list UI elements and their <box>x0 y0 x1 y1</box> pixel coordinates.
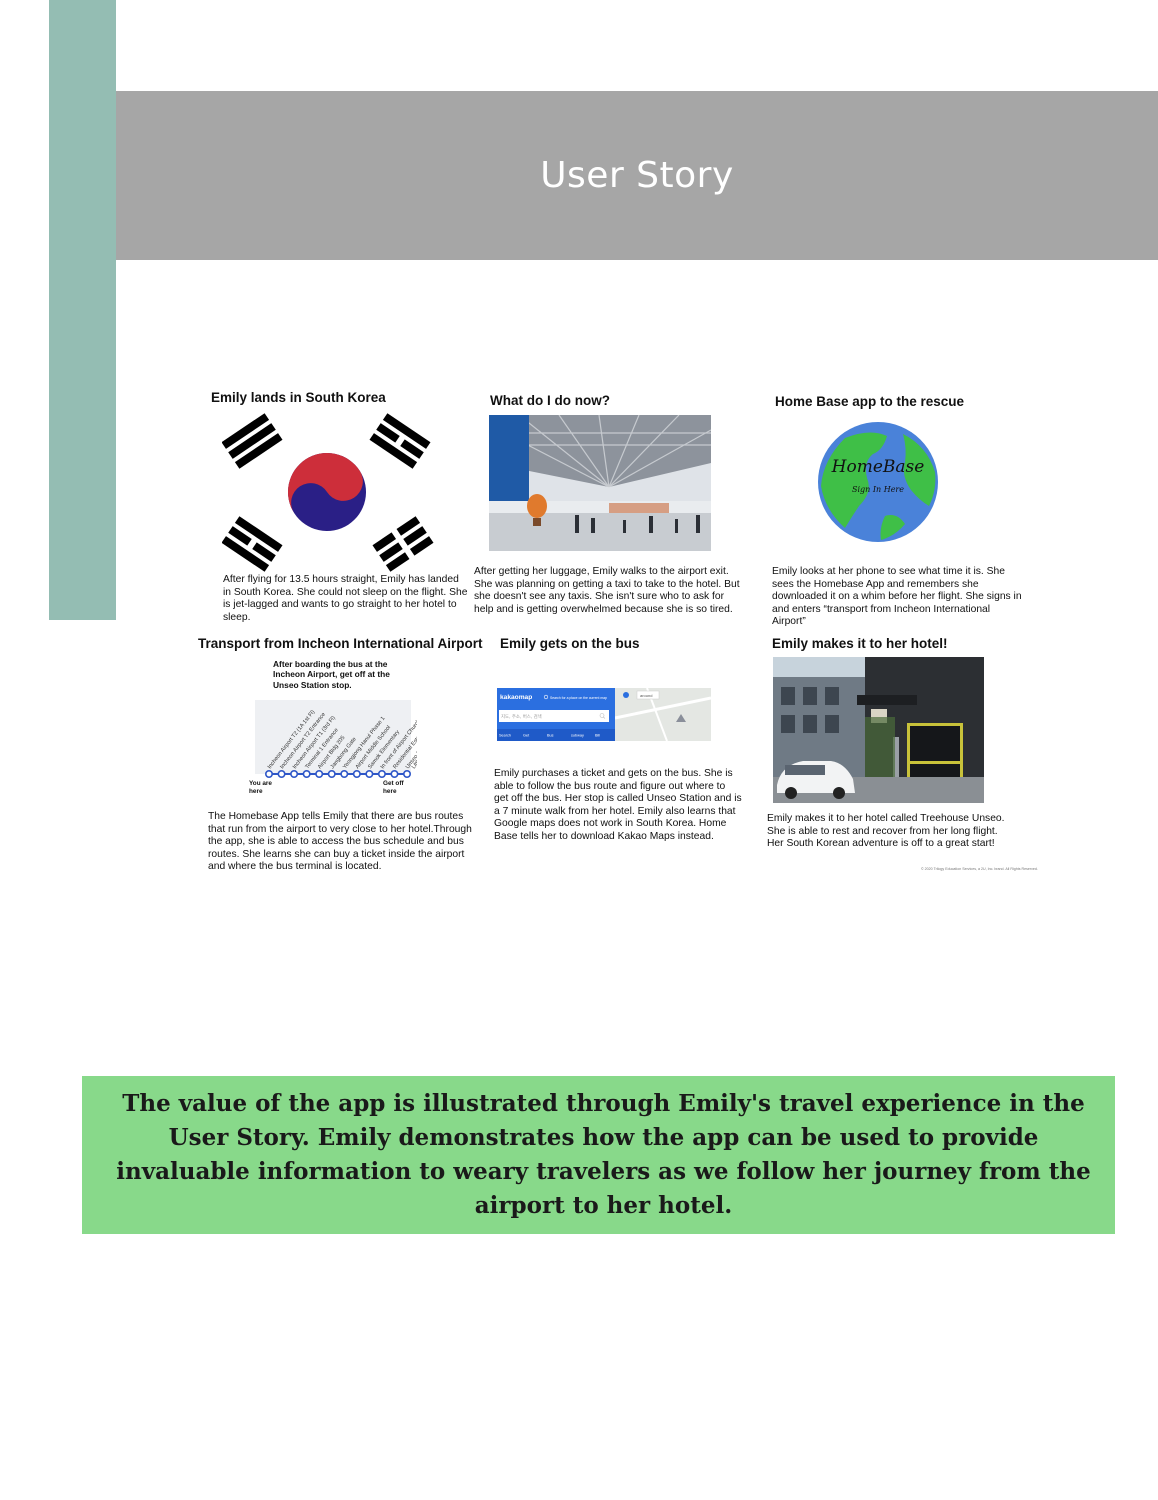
panel-5-title: Emily gets on the bus <box>500 636 640 651</box>
side-accent-bar <box>49 0 116 620</box>
bus-stop-dot <box>327 770 336 779</box>
kakao-tab[interactable]: Get <box>523 734 530 738</box>
bus-stop-dot <box>264 770 273 779</box>
airport-terminal-image <box>489 415 711 551</box>
svg-text:around: around <box>640 693 652 698</box>
homebase-logo-tagline: Sign In Here <box>852 485 904 494</box>
get-off-here-label: Get off here <box>383 780 404 795</box>
bus-stop-dot <box>352 770 361 779</box>
panel-4-text: The Homebase App tells Emily that there … <box>208 811 472 873</box>
bus-stop-dot <box>290 770 299 779</box>
taegeuk-symbol <box>288 453 366 531</box>
kakao-map-screenshot: around kakaomap Search for a place on th… <box>497 688 711 741</box>
bus-stop-dot <box>340 770 349 779</box>
bus-stop-dot <box>390 770 399 779</box>
you-are-here-label: You are here <box>249 780 272 795</box>
panel-3-title: Home Base app to the rescue <box>775 394 965 409</box>
panel-5-text: Emily purchases a ticket and gets on the… <box>494 768 742 842</box>
bus-stop-dot <box>403 770 412 779</box>
homebase-logo-globe: HomeBase Sign In Here <box>818 422 938 542</box>
flag-trigram-bottom-right <box>372 516 434 572</box>
flag-trigram-top-left <box>222 413 283 469</box>
flag-trigram-bottom-left <box>222 516 283 572</box>
storyboard-copyright: © 2020 Trilogy Education Services, a 2U,… <box>921 867 1038 871</box>
panel-1-text: After flying for 13.5 hours straight, Em… <box>223 574 468 623</box>
bus-stop-dot <box>315 770 324 779</box>
homebase-logo-name: HomeBase <box>831 457 925 477</box>
bus-stop-dot <box>377 770 386 779</box>
bus-stop-dot <box>302 770 311 779</box>
value-statement: The value of the app is illustrated thro… <box>116 1090 1091 1219</box>
svg-text:지도, 주소, 버스, 검색: 지도, 주소, 버스, 검색 <box>501 713 542 720</box>
title-band: User Story <box>116 91 1158 260</box>
bus-route-diagram: Incheon Airport T2 (1A 1st Fl)Incheon Ai… <box>249 700 417 795</box>
kakao-tab[interactable]: Bus <box>547 734 554 738</box>
bus-map-instruction: After boarding the bus at the Incheon Ai… <box>273 659 390 690</box>
panel-6-title: Emily makes it to her hotel! <box>772 636 948 651</box>
korean-flag-image <box>222 413 434 572</box>
flag-trigram-top-right <box>369 413 431 469</box>
kakao-tab[interactable]: Bill <box>595 734 600 738</box>
value-statement-box: The value of the app is illustrated thro… <box>82 1076 1115 1234</box>
panel-3-text: Emily looks at her phone to see what tim… <box>772 566 1022 628</box>
page-title: User Story <box>540 155 734 196</box>
panel-1-title: Emily lands in South Korea <box>211 390 386 405</box>
bus-stop-dot <box>277 770 286 779</box>
panel-4-title: Transport from Incheon International Air… <box>198 636 483 651</box>
kakao-brand: kakaomap <box>500 694 532 701</box>
kakao-search-input[interactable] <box>499 710 609 722</box>
bus-stop-dot <box>365 770 374 779</box>
hotel-photo <box>773 657 984 803</box>
panel-6-text: Emily makes it to her hotel called Treeh… <box>767 813 1005 850</box>
kakao-tab[interactable]: subway <box>571 734 584 738</box>
kakao-search-hint: Search for a place on the current map <box>550 696 607 700</box>
panel-2-text: After getting her luggage, Emily walks t… <box>474 566 740 615</box>
panel-2-title: What do I do now? <box>490 393 610 408</box>
kakao-tab[interactable]: Search <box>499 734 511 738</box>
